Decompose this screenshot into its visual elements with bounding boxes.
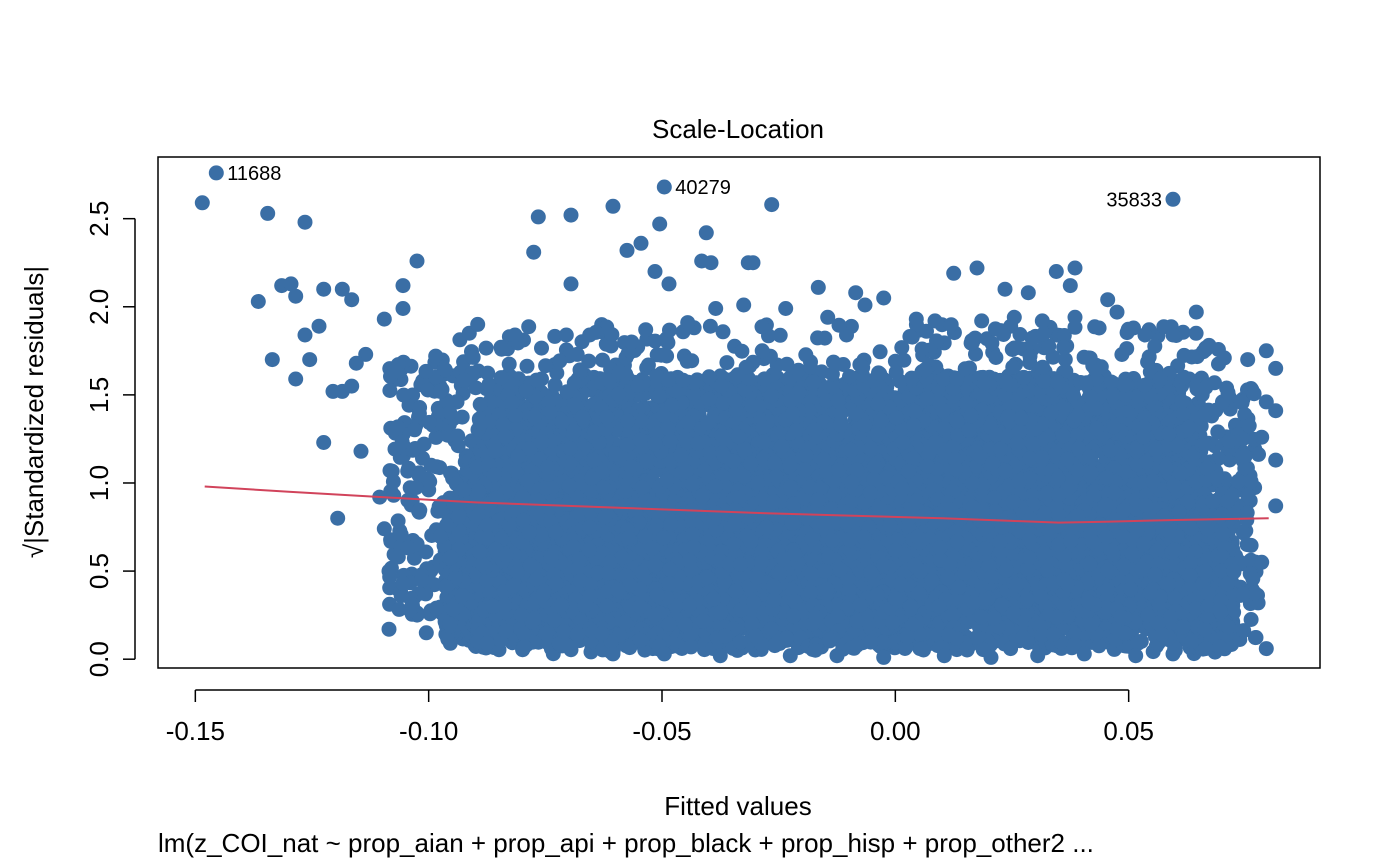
dense-point-cloud — [382, 317, 1266, 662]
chart-title: Scale-Location — [652, 114, 824, 144]
